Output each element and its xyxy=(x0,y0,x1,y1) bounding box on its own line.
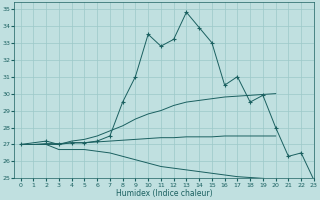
X-axis label: Humidex (Indice chaleur): Humidex (Indice chaleur) xyxy=(116,189,212,198)
